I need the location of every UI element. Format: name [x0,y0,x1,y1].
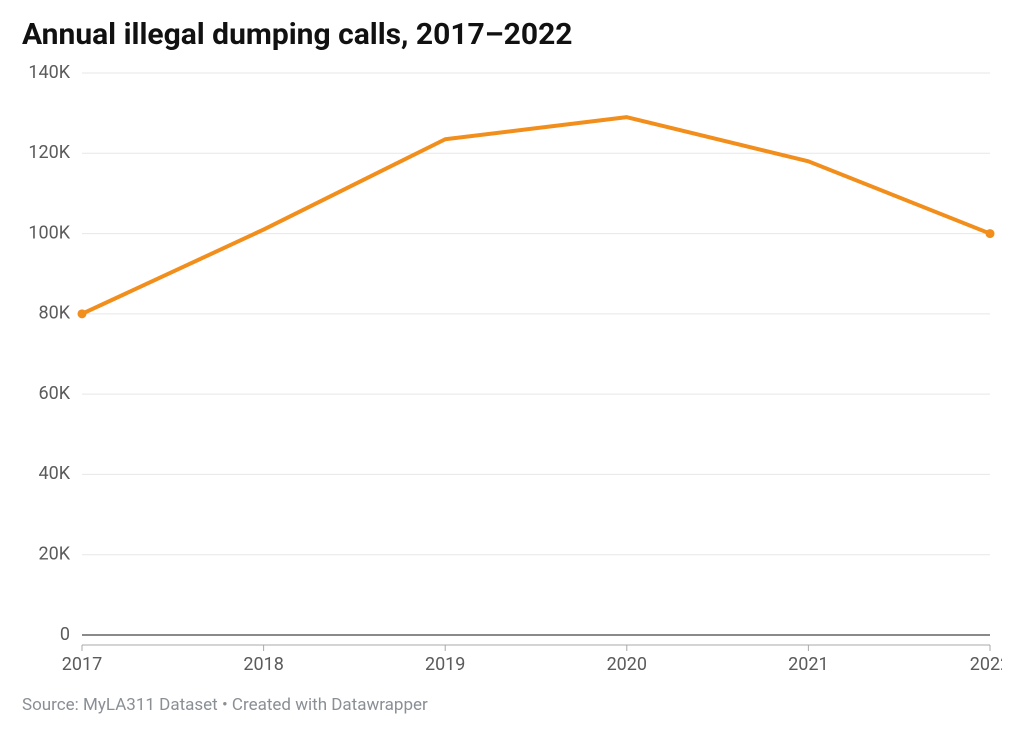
y-axis-tick-label: 20K [38,543,70,564]
line-chart-svg: 0 20K 40K 60K 80K 100K 120K 140K 2017 2018 2019 202… [22,61,1002,681]
x-axis-tick-label: 2021 [788,653,828,674]
y-axis-tick-label: 100K [28,222,70,243]
x-axis-tick-label: 2018 [243,653,283,674]
y-axis-tick-label: 40K [38,463,70,484]
data-point-marker [78,309,87,318]
y-axis-tick-label: 0 [60,623,70,644]
x-axis-tick-label: 2020 [607,653,647,674]
data-point-marker [986,229,995,238]
chart-plot-area: 0 20K 40K 60K 80K 100K 120K 140K 2017 2018 2019 202… [22,61,1002,681]
chart-source-footer: Source: MyLA311 Dataset • Created with D… [22,695,1002,715]
y-axis-tick-label: 80K [38,302,70,323]
y-axis-tick-label: 140K [28,61,70,82]
x-axis-tick-label: 2019 [425,653,465,674]
y-axis-tick-label: 120K [28,142,70,163]
chart-title: Annual illegal dumping calls, 2017–2022 [22,18,1002,53]
x-axis-tick-label: 2017 [62,653,102,674]
data-line [82,117,990,314]
chart-container: Annual illegal dumping calls, 2017–2022 … [0,0,1024,731]
x-axis-tick-label: 2022 [970,653,1002,674]
y-axis-tick-label: 60K [38,382,70,403]
